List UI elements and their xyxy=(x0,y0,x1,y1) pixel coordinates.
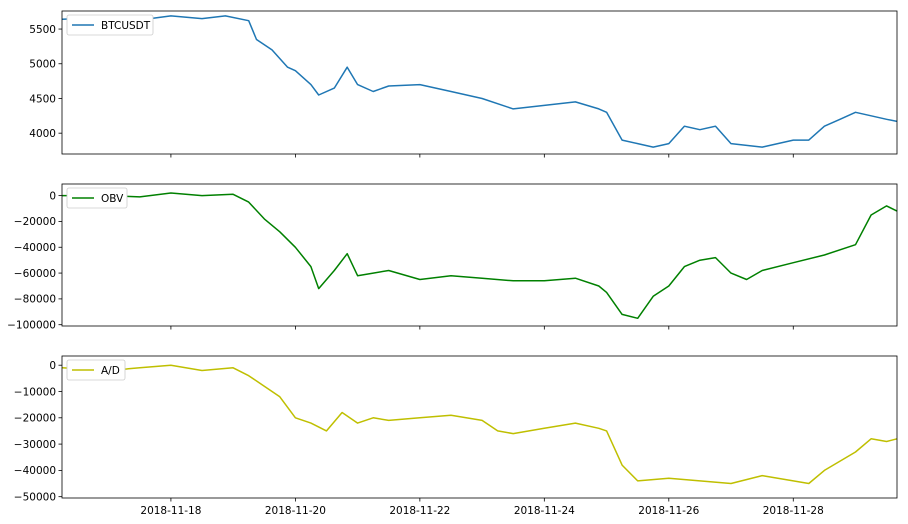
x-tick-label: 2018-11-18 xyxy=(140,505,201,517)
legend-frame xyxy=(66,187,128,209)
btcusdt-series-line xyxy=(61,15,898,148)
obv-chart-panel: −100000 −80000 −60000 −40000 −20000 0 OBV xyxy=(7,183,898,332)
y-tick-label: −40000 xyxy=(14,465,56,477)
y-tick-label: −10000 xyxy=(14,386,56,398)
y-tick-label: −50000 xyxy=(14,491,56,503)
y-tick-label: 5000 xyxy=(29,59,56,71)
obv-legend: OBV xyxy=(66,187,128,209)
y-tick-label: −30000 xyxy=(14,439,56,451)
y-tick-label: 4500 xyxy=(29,93,56,105)
y-tick-label: −40000 xyxy=(14,242,56,254)
btcusdt-axes-frame xyxy=(61,10,898,155)
y-tick-label: 4000 xyxy=(29,128,56,140)
y-tick-label: −80000 xyxy=(14,294,56,306)
legend-frame xyxy=(66,359,126,381)
legend-label: BTCUSDT xyxy=(101,20,151,32)
x-tick-label: 2018-11-26 xyxy=(638,505,699,517)
legend-frame xyxy=(66,14,154,36)
ad-axes-frame xyxy=(61,355,898,499)
btcusdt-legend: BTCUSDT xyxy=(66,14,154,36)
y-tick-label: 0 xyxy=(49,360,56,372)
y-tick-label: 0 xyxy=(49,190,56,202)
x-tick-label: 2018-11-22 xyxy=(389,505,450,517)
legend-label: OBV xyxy=(101,193,124,205)
ad-chart-panel: −50000 −40000 −30000 −20000 −10000 0 2018-11-1… xyxy=(14,355,898,517)
y-tick-label: −20000 xyxy=(14,413,56,425)
obv-axes-frame xyxy=(61,183,898,327)
obv-series-line xyxy=(62,192,898,320)
y-tick-label: −20000 xyxy=(14,216,56,228)
y-tick-label: −100000 xyxy=(7,320,56,332)
ad-legend: A/D xyxy=(66,359,126,381)
y-tick-label: −60000 xyxy=(14,268,56,280)
x-tick-label: 2018-11-28 xyxy=(763,505,824,517)
x-tick-label: 2018-11-20 xyxy=(265,505,326,517)
btcusdt-chart-panel: 4000 4500 5000 5500 BTCUSDT xyxy=(29,10,898,158)
ad-series-line xyxy=(61,364,898,485)
x-tick-label: 2018-11-24 xyxy=(514,505,575,517)
legend-label: A/D xyxy=(101,365,120,377)
y-tick-label: 5500 xyxy=(29,24,56,36)
